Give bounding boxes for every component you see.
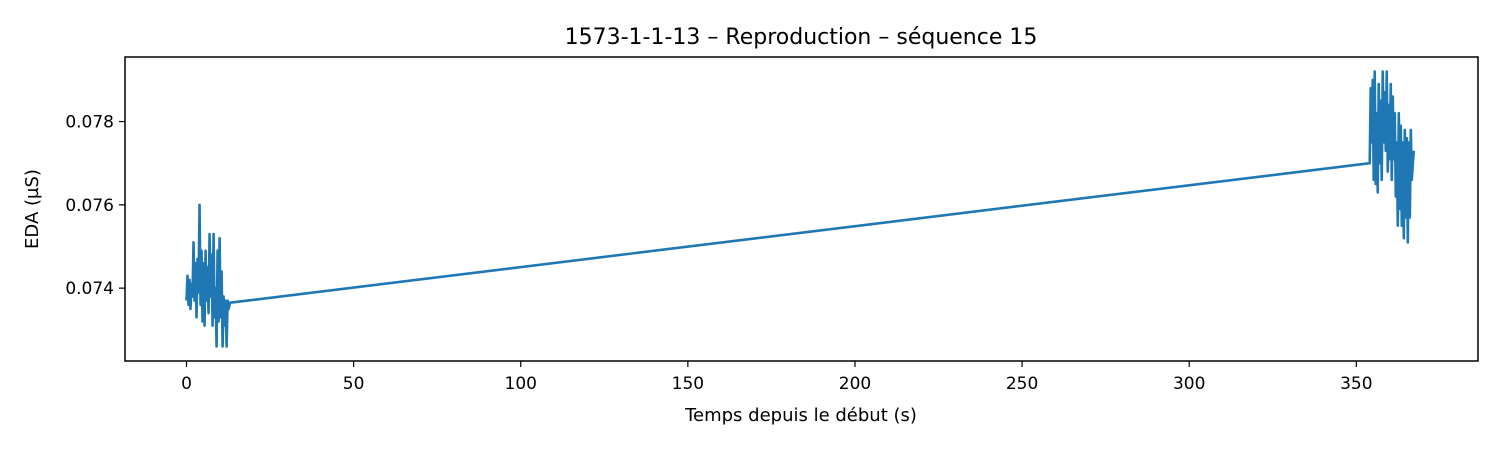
x-tick-label: 250	[1006, 374, 1038, 394]
y-tick-label: 0.074	[65, 279, 114, 299]
x-tick-label: 200	[839, 374, 871, 394]
y-axis-label: EDA (µS)	[22, 169, 43, 249]
plot-area-frame	[124, 56, 1479, 362]
y-tick-label: 0.076	[65, 196, 114, 216]
chart-title: 1573-1-1-13 – Reproduction – séquence 15	[565, 25, 1038, 50]
x-tick-label: 150	[672, 374, 704, 394]
x-tick-label: 100	[505, 374, 537, 394]
x-tick-label: 50	[343, 374, 365, 394]
y-axis-ticks: 0.074 0.076 0.078	[65, 113, 125, 299]
y-tick-label: 0.078	[65, 113, 114, 133]
x-axis-label: Temps depuis le début (s)	[684, 405, 917, 426]
x-axis-ticks: 0 50 100 150 200 250 300 350	[181, 361, 1373, 394]
eda-series-line	[185, 70, 1416, 348]
x-tick-label: 0	[181, 374, 192, 394]
x-tick-label: 300	[1173, 374, 1205, 394]
x-tick-label: 350	[1340, 374, 1372, 394]
